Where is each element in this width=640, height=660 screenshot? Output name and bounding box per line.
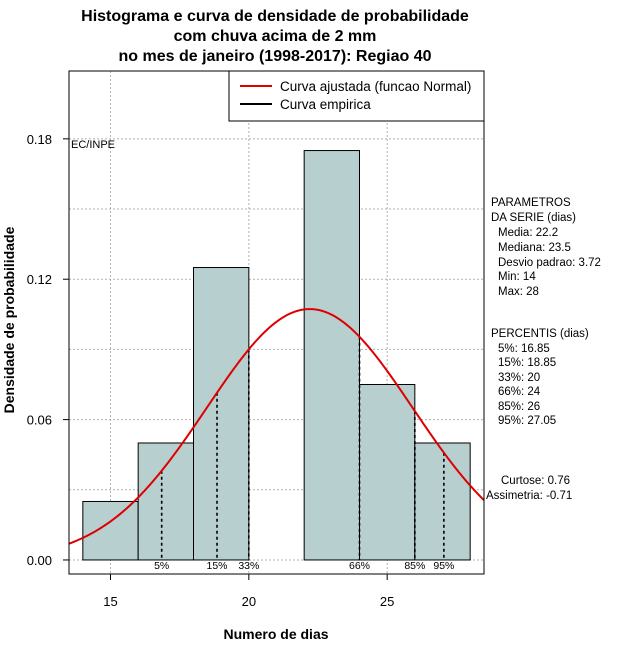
params-title-2: DA SERIE (dias) bbox=[491, 212, 576, 224]
histogram-bar bbox=[82, 500, 139, 561]
percentil-15: 15%: 18.85 bbox=[498, 357, 556, 369]
chart-title-line-2: com chuva acima de 2 mm bbox=[174, 28, 377, 45]
percentil-5: 5%: 16.85 bbox=[498, 343, 550, 355]
percentile-labels: 5% 15% 33% 66% 85% 95% bbox=[154, 560, 454, 572]
watermark-text: EC/INPE bbox=[71, 139, 115, 151]
param-mediana: Mediana: 23.5 bbox=[498, 242, 571, 254]
param-min: Min: 14 bbox=[498, 271, 536, 283]
percentile-label: 66% bbox=[349, 560, 370, 572]
percentile-label: 95% bbox=[433, 560, 454, 572]
x-tick-label: 20 bbox=[242, 594, 256, 609]
param-media: Media: 22.2 bbox=[498, 227, 558, 239]
y-axis-title: Densidade de probabilidade bbox=[1, 226, 17, 413]
histogram-bar bbox=[137, 442, 195, 561]
histogram-bar bbox=[303, 150, 360, 561]
histogram-bars bbox=[82, 150, 471, 561]
legend-label-empirical: Curva empirica bbox=[280, 97, 371, 112]
percentil-33: 33%: 20 bbox=[498, 372, 540, 384]
chart-title-line-1: Histograma e curva de densidade de proba… bbox=[81, 8, 469, 25]
percentile-label: 15% bbox=[207, 560, 228, 572]
chart-title-line-3: no mes de janeiro (1998-2017): Regiao 40 bbox=[118, 48, 431, 65]
legend-label-normal: Curva ajustada (funcao Normal) bbox=[280, 79, 471, 94]
histogram-bar bbox=[359, 383, 416, 561]
x-tick-label: 25 bbox=[380, 594, 394, 609]
percentil-85: 85%: 26 bbox=[498, 401, 540, 413]
normal-curve-layer bbox=[68, 308, 485, 545]
param-max: Max: 28 bbox=[498, 286, 539, 298]
percentile-label: 85% bbox=[404, 560, 425, 572]
stat-curtose: Curtose: 0.76 bbox=[501, 475, 570, 487]
legend-box bbox=[228, 70, 485, 122]
side-panel-stats: Curtose: 0.76 Assimetria: -0.71 bbox=[486, 475, 572, 502]
histogram-bar bbox=[414, 442, 471, 561]
percentile-label: 33% bbox=[238, 560, 259, 572]
params-title-1: PARAMETROS bbox=[491, 197, 571, 209]
stat-assimetria: Assimetria: -0.71 bbox=[486, 490, 572, 502]
y-tick-label: 0.18 bbox=[27, 132, 52, 147]
y-tick-label: 0.12 bbox=[27, 272, 52, 287]
x-axis-ticks: 15 20 25 bbox=[103, 574, 394, 609]
x-axis-title: Numero de dias bbox=[223, 626, 328, 642]
y-axis-ticks: 0.00 0.06 0.12 0.18 bbox=[27, 132, 69, 568]
y-tick-label: 0.06 bbox=[27, 413, 52, 428]
percentile-lines bbox=[160, 336, 445, 560]
normal-curve bbox=[68, 308, 485, 545]
param-desvio: Desvio padrao: 3.72 bbox=[498, 257, 601, 269]
side-panel-percentis: PERCENTIS (dias) 5%: 16.85 15%: 18.85 33… bbox=[491, 328, 589, 427]
percentil-95: 95%: 27.05 bbox=[498, 415, 556, 427]
percentil-66: 66%: 24 bbox=[498, 386, 541, 398]
x-tick-label: 15 bbox=[103, 594, 117, 609]
percentis-title: PERCENTIS (dias) bbox=[491, 328, 589, 340]
y-tick-label: 0.00 bbox=[27, 553, 52, 568]
percentile-label: 5% bbox=[154, 560, 169, 572]
side-panel-parameters: PARAMETROS DA SERIE (dias) Media: 22.2 M… bbox=[491, 197, 601, 298]
legend: Curva ajustada (funcao Normal) Curva emp… bbox=[228, 70, 485, 122]
